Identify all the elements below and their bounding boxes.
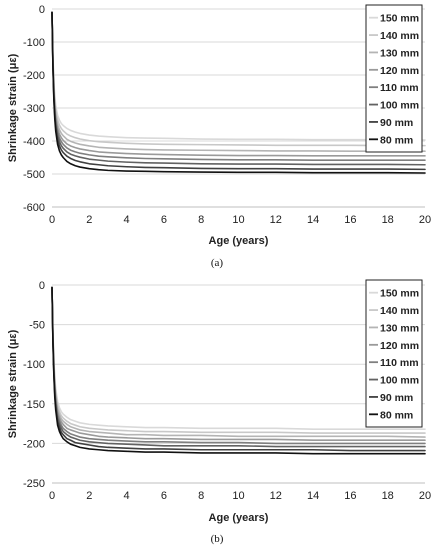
y-axis-title: Shrinkage strain (με) — [7, 329, 19, 438]
x-tick-label: 20 — [419, 214, 431, 226]
y-tick-label: -400 — [23, 136, 45, 148]
x-tick-label: 8 — [198, 214, 204, 226]
y-tick-label: -150 — [23, 399, 45, 411]
x-axis-title: Age (years) — [209, 235, 269, 247]
series-line-80-mm — [51, 286, 426, 455]
y-tick-label: -100 — [23, 37, 45, 49]
x-tick-label: 20 — [419, 490, 431, 502]
x-axis-title: Age (years) — [209, 512, 269, 524]
series-line-80-mm — [51, 11, 426, 174]
x-tick-label: 14 — [307, 214, 319, 226]
legend-label: 80 mm — [380, 409, 413, 421]
x-tick-label: 18 — [382, 490, 394, 502]
legend-label: 130 mm — [380, 47, 419, 59]
legend-label: 90 mm — [380, 117, 413, 129]
x-tick-label: 8 — [198, 490, 204, 502]
y-axis-title: Shrinkage strain (με) — [7, 53, 19, 162]
y-tick-label: -250 — [23, 478, 45, 490]
y-tick-label: 0 — [39, 280, 45, 292]
x-tick-label: 4 — [124, 490, 130, 502]
y-tick-label: -200 — [23, 70, 45, 82]
chart-panel-b: 0 -50 -100 -150 -200 -250 0 2 4 6 8 10 12 14 16 18 20 Age… — [7, 279, 431, 545]
legend-label: 140 mm — [380, 305, 419, 317]
x-tick-label: 18 — [382, 214, 394, 226]
legend-label: 120 mm — [380, 340, 419, 352]
x-tick-label: 10 — [232, 214, 244, 226]
x-tick-label: 2 — [86, 214, 92, 226]
legend-box — [365, 279, 423, 428]
legend-label: 150 mm — [380, 288, 419, 300]
legend: 150 mm 140 mm 130 mm 120 mm 110 mm 100 mm 90 m… — [365, 4, 423, 153]
legend-label: 140 mm — [380, 30, 419, 42]
legend-label: 100 mm — [380, 375, 419, 387]
y-tick-label: -600 — [23, 202, 45, 214]
chart-panel-a: 0 -100 -200 -300 -400 -500 -600 0 2 4 6 8 10 12 14 16 18… — [7, 4, 431, 269]
y-tick-label: -300 — [23, 103, 45, 115]
legend-label: 130 mm — [380, 322, 419, 334]
x-tick-label: 2 — [86, 490, 92, 502]
x-tick-label: 4 — [124, 214, 130, 226]
y-tick-label: -100 — [23, 359, 45, 371]
x-tick-label: 0 — [49, 490, 55, 502]
y-tick-label: 0 — [39, 4, 45, 16]
x-tick-label: 12 — [270, 490, 282, 502]
x-tick-label: 0 — [49, 214, 55, 226]
x-tick-label: 16 — [344, 490, 356, 502]
legend-label: 90 mm — [380, 392, 413, 404]
legend-label: 110 mm — [380, 82, 419, 94]
x-tick-label: 16 — [344, 214, 356, 226]
panel-caption: (a) — [211, 257, 224, 269]
legend: 150 mm 140 mm 130 mm 120 mm 110 mm 100 mm 90 m… — [365, 279, 423, 428]
legend-label: 100 mm — [380, 100, 419, 112]
legend-label: 80 mm — [380, 134, 413, 146]
legend-label: 120 mm — [380, 65, 419, 77]
y-tick-label: -50 — [29, 320, 45, 332]
y-tick-label: -200 — [23, 438, 45, 450]
x-tick-label: 14 — [307, 490, 319, 502]
y-tick-label: -500 — [23, 169, 45, 181]
x-tick-label: 6 — [161, 490, 167, 502]
panel-caption: (b) — [211, 533, 224, 545]
legend-label: 110 mm — [380, 357, 419, 369]
x-tick-label: 12 — [270, 214, 282, 226]
x-tick-label: 6 — [161, 214, 167, 226]
legend-box — [365, 4, 423, 153]
x-tick-label: 10 — [232, 490, 244, 502]
legend-label: 150 mm — [380, 13, 419, 25]
